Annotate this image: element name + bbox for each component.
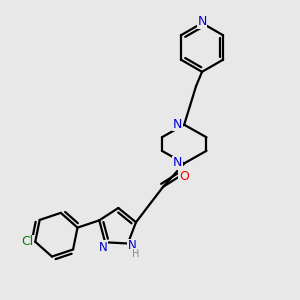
Text: O: O — [179, 170, 189, 183]
Text: N: N — [173, 118, 182, 130]
Text: N: N — [128, 239, 137, 252]
Text: H: H — [133, 249, 140, 259]
Text: N: N — [98, 241, 107, 254]
Text: Cl: Cl — [21, 235, 33, 248]
Text: N: N — [197, 15, 207, 28]
Text: N: N — [173, 156, 182, 169]
